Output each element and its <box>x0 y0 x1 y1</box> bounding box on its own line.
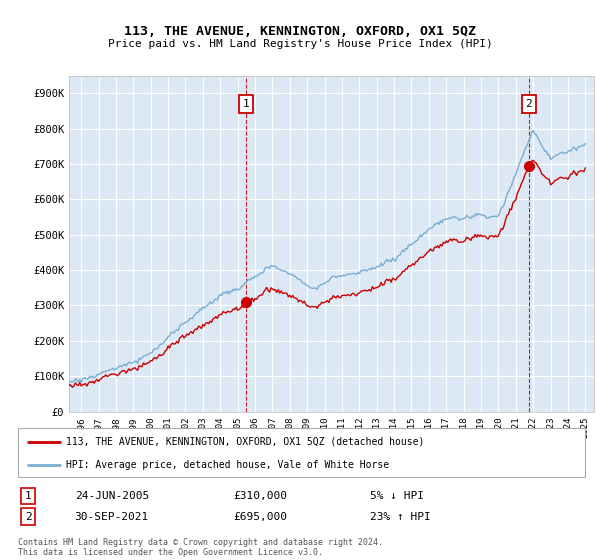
Text: 2: 2 <box>25 512 32 521</box>
Text: 113, THE AVENUE, KENNINGTON, OXFORD, OX1 5QZ (detached house): 113, THE AVENUE, KENNINGTON, OXFORD, OX1… <box>66 437 425 447</box>
Text: 2: 2 <box>526 99 532 109</box>
Text: 1: 1 <box>242 99 250 109</box>
Text: Contains HM Land Registry data © Crown copyright and database right 2024.
This d: Contains HM Land Registry data © Crown c… <box>18 538 383 557</box>
Text: 5% ↓ HPI: 5% ↓ HPI <box>370 491 424 501</box>
Text: Price paid vs. HM Land Registry's House Price Index (HPI): Price paid vs. HM Land Registry's House … <box>107 39 493 49</box>
Text: 113, THE AVENUE, KENNINGTON, OXFORD, OX1 5QZ: 113, THE AVENUE, KENNINGTON, OXFORD, OX1… <box>124 25 476 38</box>
Text: £310,000: £310,000 <box>233 491 287 501</box>
Text: 1: 1 <box>25 491 32 501</box>
Text: £695,000: £695,000 <box>233 512 287 521</box>
Text: 24-JUN-2005: 24-JUN-2005 <box>75 491 149 501</box>
FancyBboxPatch shape <box>18 428 585 477</box>
Text: 23% ↑ HPI: 23% ↑ HPI <box>370 512 430 521</box>
Text: HPI: Average price, detached house, Vale of White Horse: HPI: Average price, detached house, Vale… <box>66 460 389 470</box>
Text: 30-SEP-2021: 30-SEP-2021 <box>75 512 149 521</box>
